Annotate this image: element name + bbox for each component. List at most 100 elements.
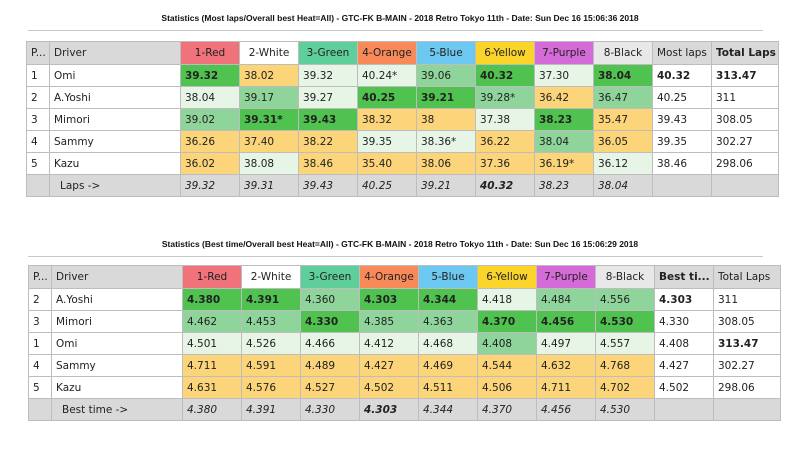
driver-name-cell: Sammy xyxy=(49,130,181,153)
footer-best-value: 38.23 xyxy=(534,174,594,197)
footer-best-value: 39.21 xyxy=(416,174,476,197)
lap-value-cell: 37.40 xyxy=(239,130,299,153)
lap-value-cell: 36.02 xyxy=(180,152,240,175)
position-cell: 2 xyxy=(26,86,50,109)
footer-best-value: 4.380 xyxy=(182,398,242,421)
position-cell: 3 xyxy=(28,310,52,333)
lap-value-cell: 39.43 xyxy=(298,108,358,131)
lap-value-cell: 37.36 xyxy=(475,152,535,175)
summary-cell: 38.46 xyxy=(652,152,712,175)
lap-value-cell: 4.544 xyxy=(477,354,537,377)
lap-value-cell: 4.502 xyxy=(359,376,419,399)
footer-best-value: 38.04 xyxy=(593,174,653,197)
lap-value-cell: 38.04 xyxy=(180,86,240,109)
footer-best-value: 4.370 xyxy=(477,398,537,421)
column-header-driver[interactable]: Driver xyxy=(51,265,183,289)
column-header-blue[interactable]: 5-Blue xyxy=(416,41,476,65)
column-header-summary[interactable]: Best ti... xyxy=(654,265,714,289)
column-header-white[interactable]: 2-White xyxy=(239,41,299,65)
column-header-orange[interactable]: 4-Orange xyxy=(359,265,419,289)
lap-value-cell: 4.556 xyxy=(595,288,655,311)
total-laps-cell: 313.47 xyxy=(711,64,779,87)
stats-title-most-laps: Statistics (Most laps/Overall best Heat=… xyxy=(161,13,639,23)
total-laps-cell: 311 xyxy=(713,288,781,311)
position-cell: 2 xyxy=(28,288,52,311)
table-row: 5 Kazu 36.02 38.08 38.46 35.40 38.06 37.36 36.19… xyxy=(26,152,779,175)
best-time-table: P... Driver 1-Red 2-White 3-Green 4-Orange 5-B… xyxy=(28,265,781,421)
footer-best-value: 4.330 xyxy=(300,398,360,421)
footer-best-value: 40.32 xyxy=(475,174,535,197)
table-row: 4 Sammy 36.26 37.40 38.22 39.35 38.36* 36.22 38.… xyxy=(26,130,779,153)
column-header-red[interactable]: 1-Red xyxy=(180,41,240,65)
table-row: 1 Omi 39.32 38.02 39.32 40.24* 39.06 40.32 37.30… xyxy=(26,64,779,87)
summary-cell: 4.408 xyxy=(654,332,714,355)
column-header-black[interactable]: 8-Black xyxy=(595,265,655,289)
lap-value-cell: 4.557 xyxy=(595,332,655,355)
position-cell: 4 xyxy=(28,354,52,377)
footer-blank xyxy=(26,174,50,197)
column-header-green[interactable]: 3-Green xyxy=(300,265,360,289)
lap-value-cell: 4.484 xyxy=(536,288,596,311)
table-row: 4 Sammy 4.711 4.591 4.489 4.427 4.469 4.544 4.63… xyxy=(28,354,781,377)
column-header-summary[interactable]: Most laps xyxy=(652,41,712,65)
column-header-driver[interactable]: Driver xyxy=(49,41,181,65)
driver-name-cell: Kazu xyxy=(49,152,181,175)
footer-best-value: 4.530 xyxy=(595,398,655,421)
lap-value-cell: 4.370 xyxy=(477,310,537,333)
lap-value-cell: 38.46 xyxy=(298,152,358,175)
footer-row: Best time -> 4.380 4.391 4.330 4.303 4.344 4.3… xyxy=(28,398,781,421)
lap-value-cell: 38.08 xyxy=(239,152,299,175)
column-header-orange[interactable]: 4-Orange xyxy=(357,41,417,65)
lap-value-cell: 4.380 xyxy=(182,288,242,311)
lap-value-cell: 4.408 xyxy=(477,332,537,355)
lap-value-cell: 4.412 xyxy=(359,332,419,355)
lap-value-cell: 4.506 xyxy=(477,376,537,399)
position-cell: 1 xyxy=(26,64,50,87)
lap-value-cell: 4.456 xyxy=(536,310,596,333)
lap-value-cell: 36.22 xyxy=(475,130,535,153)
column-header-green[interactable]: 3-Green xyxy=(298,41,358,65)
column-header-white[interactable]: 2-White xyxy=(241,265,301,289)
lap-value-cell: 36.47 xyxy=(593,86,653,109)
lap-value-cell: 39.02 xyxy=(180,108,240,131)
lap-value-cell: 4.344 xyxy=(418,288,478,311)
lap-value-cell: 36.12 xyxy=(593,152,653,175)
lap-value-cell: 4.363 xyxy=(418,310,478,333)
lap-value-cell: 4.711 xyxy=(182,354,242,377)
column-header-total-laps[interactable]: Total Laps xyxy=(711,41,779,65)
lap-value-cell: 4.527 xyxy=(300,376,360,399)
header-row: P... Driver 1-Red 2-White 3-Green 4-Orange 5-B… xyxy=(28,265,781,289)
footer-label: Laps -> xyxy=(49,174,181,197)
lap-value-cell: 38.36* xyxy=(416,130,476,153)
footer-blank xyxy=(652,174,712,197)
lap-value-cell: 35.47 xyxy=(593,108,653,131)
summary-cell: 4.330 xyxy=(654,310,714,333)
lap-value-cell: 4.469 xyxy=(418,354,478,377)
column-header-blue[interactable]: 5-Blue xyxy=(418,265,478,289)
footer-blank xyxy=(28,398,52,421)
footer-label: Best time -> xyxy=(51,398,183,421)
column-header-red[interactable]: 1-Red xyxy=(182,265,242,289)
column-header-purple[interactable]: 7-Purple xyxy=(534,41,594,65)
lap-value-cell: 4.385 xyxy=(359,310,419,333)
lap-value-cell: 4.501 xyxy=(182,332,242,355)
footer-best-value: 40.25 xyxy=(357,174,417,197)
footer-best-value: 39.31 xyxy=(239,174,299,197)
column-header-yellow[interactable]: 6-Yellow xyxy=(475,41,535,65)
column-header-purple[interactable]: 7-Purple xyxy=(536,265,596,289)
driver-name-cell: Kazu xyxy=(51,376,183,399)
table-row: 2 A.Yoshi 4.380 4.391 4.360 4.303 4.344 4.418 4.… xyxy=(28,288,781,311)
footer-best-value: 4.303 xyxy=(359,398,419,421)
table-row: 1 Omi 4.501 4.526 4.466 4.412 4.468 4.408 4.497 4… xyxy=(28,332,781,355)
position-cell: 5 xyxy=(28,376,52,399)
lap-value-cell: 4.511 xyxy=(418,376,478,399)
column-header-black[interactable]: 8-Black xyxy=(593,41,653,65)
lap-value-cell: 4.530 xyxy=(595,310,655,333)
column-header-position[interactable]: P... xyxy=(28,265,52,289)
total-laps-cell: 298.06 xyxy=(713,376,781,399)
total-laps-cell: 313.47 xyxy=(713,332,781,355)
column-header-total-laps[interactable]: Total Laps xyxy=(713,265,781,289)
column-header-position[interactable]: P... xyxy=(26,41,50,65)
column-header-yellow[interactable]: 6-Yellow xyxy=(477,265,537,289)
lap-value-cell: 38 xyxy=(416,108,476,131)
